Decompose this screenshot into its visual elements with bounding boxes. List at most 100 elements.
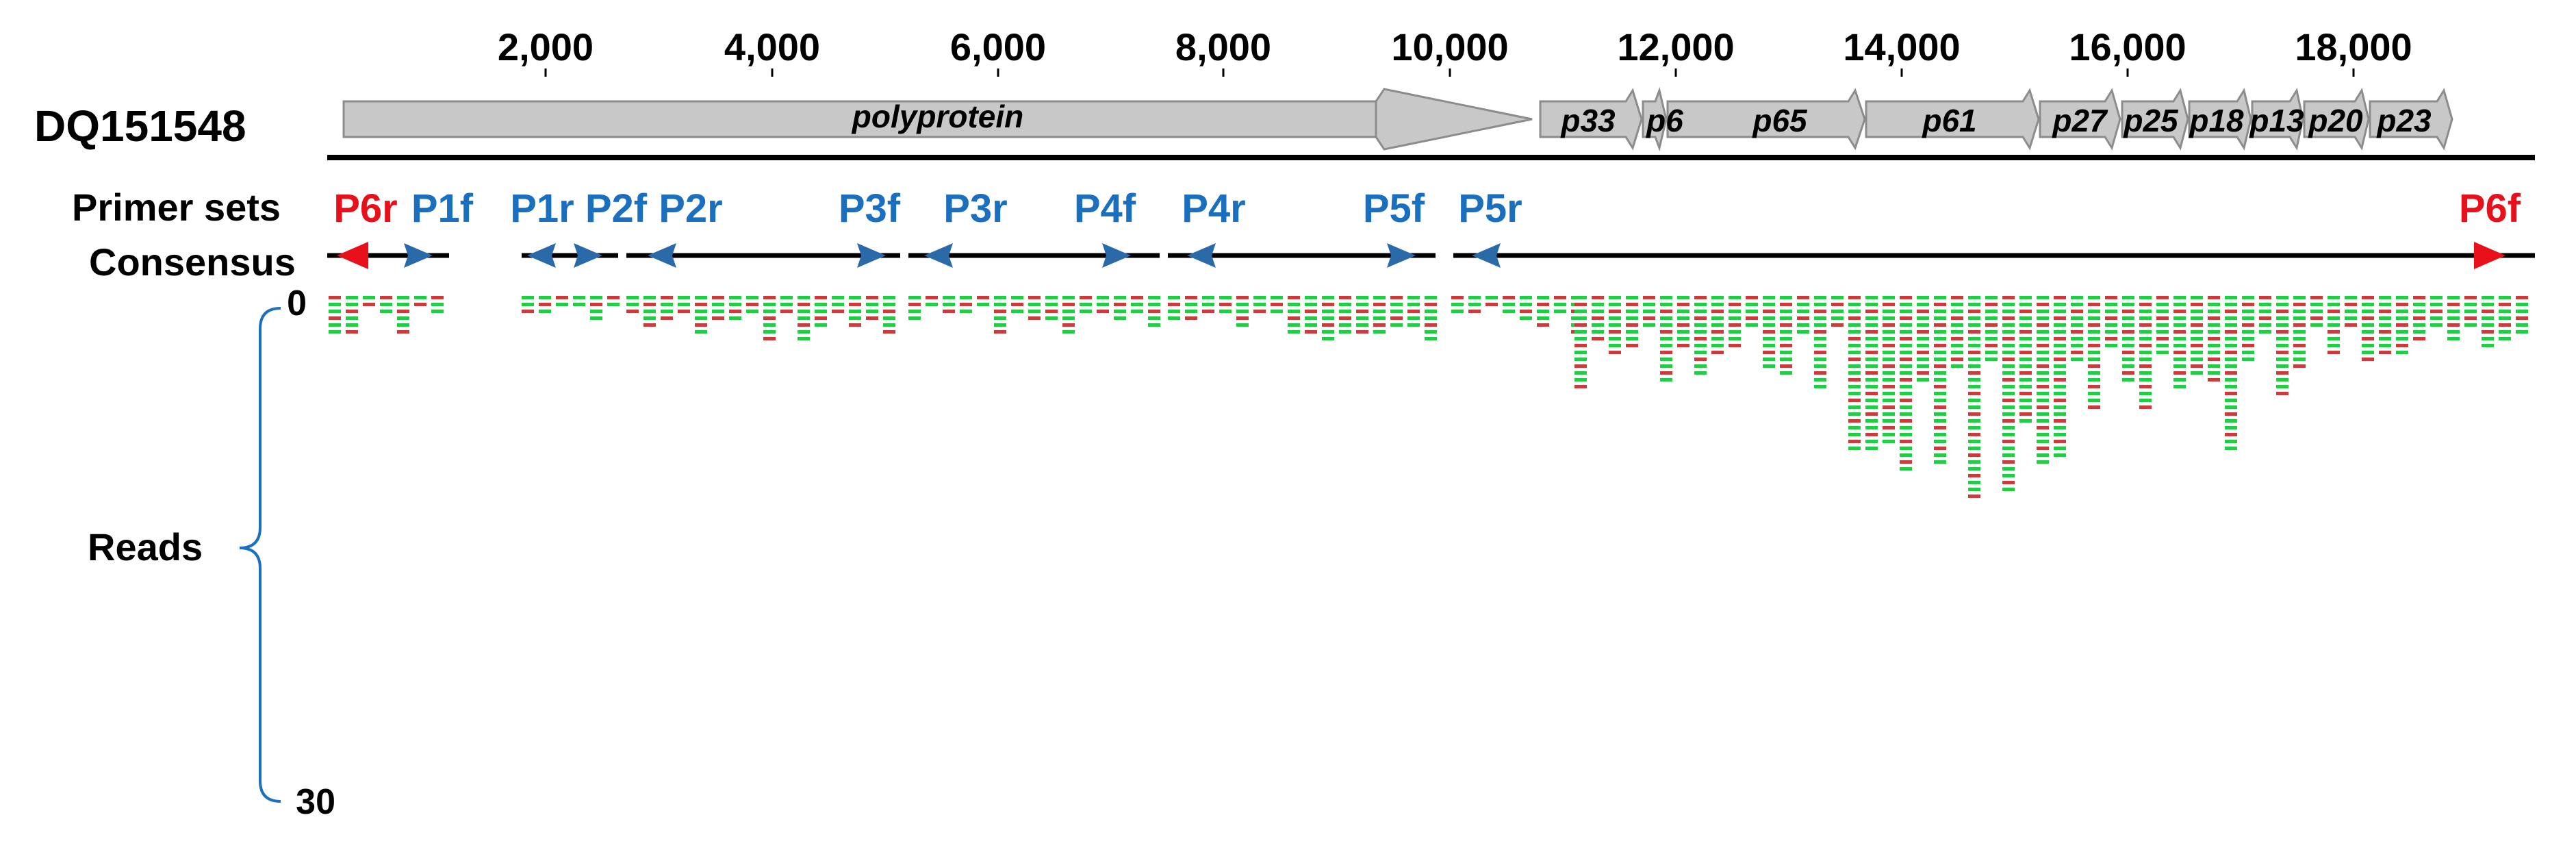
read-mark — [2379, 344, 2391, 347]
read-mark — [1985, 316, 1998, 320]
read-mark — [2054, 310, 2066, 313]
read-mark — [1390, 303, 1403, 306]
read-mark — [329, 330, 341, 334]
read-mark — [2191, 296, 2203, 299]
read-mark — [2173, 344, 2186, 347]
read-mark — [1373, 310, 1386, 313]
read-mark — [1780, 371, 1792, 375]
read-mark — [2396, 323, 2408, 327]
read-mark — [1883, 310, 1895, 313]
read-mark — [2362, 344, 2374, 347]
read-mark — [607, 296, 620, 299]
read-mark — [712, 303, 724, 306]
read-mark — [2328, 330, 2340, 334]
read-mark — [2156, 337, 2169, 340]
read-mark — [1711, 303, 1724, 306]
read-mark — [1080, 310, 1092, 313]
read-mark — [2019, 330, 2032, 334]
read-mark — [849, 303, 861, 306]
read-mark — [1917, 351, 1929, 354]
primer-arrow-p1f — [404, 243, 433, 268]
read-mark — [2276, 330, 2288, 334]
read-mark — [1985, 344, 1998, 347]
read-mark — [2139, 371, 2152, 375]
read-mark — [2225, 364, 2237, 368]
read-mark — [590, 296, 602, 299]
read-mark — [661, 303, 673, 306]
read-mark — [329, 310, 341, 313]
gene-arrow-p27 — [2039, 88, 2121, 151]
read-mark — [1780, 330, 1792, 334]
read-mark — [1711, 337, 1724, 340]
read-mark — [1729, 296, 1741, 299]
read-mark — [1900, 344, 1912, 347]
read-mark — [2276, 323, 2288, 327]
read-mark — [1729, 316, 1741, 320]
read-mark — [2088, 296, 2100, 299]
read-mark — [2464, 296, 2477, 299]
read-mark — [2037, 412, 2049, 416]
read-mark — [2362, 296, 2374, 299]
read-mark — [926, 303, 938, 306]
read-mark — [2191, 303, 2203, 306]
read-mark — [2139, 323, 2152, 327]
read-mark — [883, 303, 895, 306]
read-mark — [1609, 310, 1621, 313]
read-mark — [1537, 296, 1549, 299]
read-mark — [849, 310, 861, 313]
read-mark — [2105, 303, 2117, 306]
read-mark — [1114, 316, 1126, 320]
read-mark — [1677, 344, 1689, 347]
read-mark — [2173, 323, 2186, 327]
read-mark — [1485, 303, 1498, 306]
read-mark — [1917, 296, 1929, 299]
read-mark — [1934, 364, 1946, 368]
read-mark — [1848, 371, 1861, 375]
read-mark — [2242, 344, 2254, 347]
read-mark — [2276, 310, 2288, 313]
read-mark — [883, 323, 895, 327]
read-mark — [1968, 392, 1980, 395]
read-mark — [763, 337, 776, 340]
read-mark — [1865, 303, 1878, 306]
primer-arrow-p5f — [1387, 243, 1416, 268]
read-mark — [1968, 303, 1980, 306]
read-mark — [2156, 344, 2169, 347]
read-mark — [2482, 310, 2494, 313]
read-mark — [2225, 412, 2237, 416]
read-mark — [346, 310, 358, 313]
read-mark — [1219, 303, 1232, 306]
read-mark — [1985, 337, 1998, 340]
read-mark — [1865, 392, 1878, 395]
read-mark — [1814, 296, 1826, 299]
read-mark — [2071, 310, 2083, 313]
read-mark — [2464, 310, 2477, 313]
read-mark — [2499, 310, 2511, 313]
read-mark — [1080, 303, 1092, 306]
read-mark — [2037, 447, 2049, 450]
read-mark — [1711, 323, 1724, 327]
read-mark — [2037, 351, 2049, 354]
read-mark — [1253, 310, 1266, 313]
read-mark — [2002, 412, 2015, 416]
read-mark — [2293, 323, 2306, 327]
read-mark — [1934, 330, 1946, 334]
read-mark — [2379, 351, 2391, 354]
read-mark — [1865, 412, 1878, 416]
primer-arrow-p3r — [924, 243, 953, 268]
read-mark — [607, 303, 620, 306]
read-mark — [2396, 337, 2408, 340]
read-mark — [883, 330, 895, 334]
gene-label: p20 — [2307, 103, 2363, 138]
read-mark — [1848, 303, 1861, 306]
read-mark — [380, 310, 392, 313]
read-mark — [1848, 344, 1861, 347]
read-mark — [1865, 440, 1878, 443]
primer-sets-label: Primer sets — [72, 186, 281, 229]
read-mark — [2122, 371, 2134, 375]
read-mark — [661, 296, 673, 299]
read-mark — [1425, 323, 1437, 327]
read-mark — [2413, 330, 2425, 334]
read-mark — [1062, 323, 1075, 327]
read-mark — [678, 296, 690, 299]
